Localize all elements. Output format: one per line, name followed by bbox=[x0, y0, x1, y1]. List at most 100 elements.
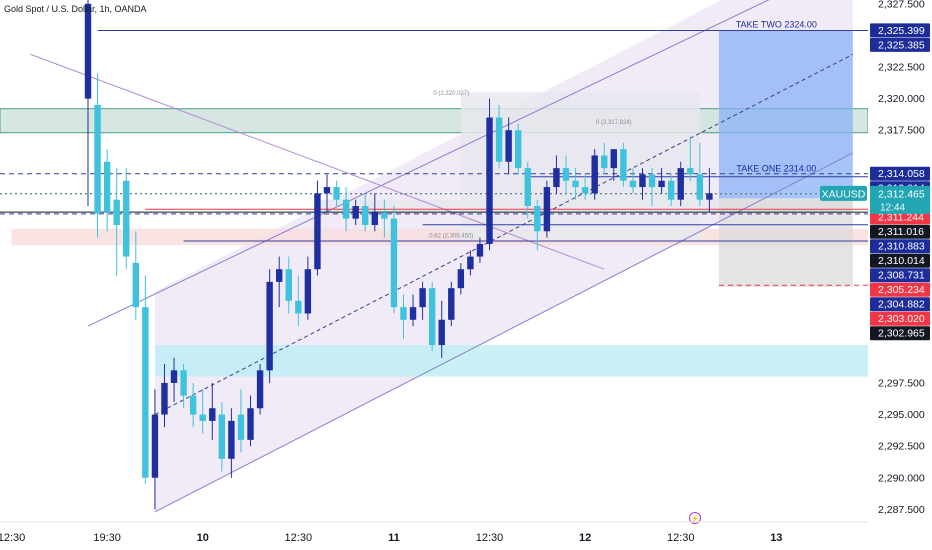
candle-body-59 bbox=[648, 174, 656, 188]
price-tag-text-11: 2,304.882 bbox=[878, 299, 925, 311]
candle-body-19 bbox=[266, 281, 273, 371]
channel-upper-line bbox=[87, 0, 770, 327]
candle-body-65 bbox=[706, 193, 713, 200]
candle-body-15 bbox=[228, 420, 235, 459]
candle-body-43 bbox=[495, 117, 503, 162]
candle-body-53 bbox=[591, 155, 598, 194]
symbol-tag bbox=[820, 185, 867, 201]
candle-body-7 bbox=[151, 414, 159, 478]
candle-body-5 bbox=[132, 262, 139, 308]
chart-title: Gold Spot / U.S. Dollar, 1h, OANDA bbox=[4, 4, 147, 14]
candle-body-26 bbox=[333, 187, 340, 200]
price-tag-text-7: 2,310.883 bbox=[878, 241, 925, 253]
price-tag-1 bbox=[870, 37, 930, 52]
candle-body-64 bbox=[696, 174, 704, 200]
price-tag-8 bbox=[870, 253, 930, 268]
price-tag-9 bbox=[870, 268, 930, 283]
candle-body-36 bbox=[428, 288, 436, 346]
y-tick-label-2: 2,292.500 bbox=[878, 441, 925, 453]
channel-lower-line bbox=[154, 152, 854, 513]
price-tag-text-2: 2,314.058 bbox=[878, 168, 925, 180]
candle-body-4 bbox=[123, 180, 130, 257]
candle-body-13 bbox=[209, 408, 216, 421]
candle-body-58 bbox=[639, 174, 646, 188]
candle-body-49 bbox=[553, 168, 560, 188]
descending-trendline bbox=[30, 53, 605, 270]
candle-body-16 bbox=[237, 414, 245, 440]
price-tag-text-6: 2,311.016 bbox=[878, 226, 924, 238]
candle-body-8 bbox=[161, 382, 168, 415]
price-tag-10 bbox=[870, 282, 930, 297]
candle-body-28 bbox=[352, 206, 359, 219]
candle-body-57 bbox=[629, 180, 637, 188]
candle-body-6 bbox=[142, 307, 149, 478]
candle-body-31 bbox=[381, 212, 388, 219]
x-tick-label-5: 12:30 bbox=[476, 532, 504, 544]
price-tag-0 bbox=[870, 23, 930, 38]
target-zone bbox=[718, 30, 853, 199]
candle-body-52 bbox=[581, 187, 589, 194]
y-tick-label-1: 2,290.000 bbox=[878, 472, 925, 484]
symbol-tag-text: XAUUSD bbox=[822, 188, 866, 200]
candle-body-47 bbox=[534, 206, 541, 232]
fib-label-1: 0 (2,317.824) bbox=[596, 120, 632, 126]
price-tag-6 bbox=[870, 224, 930, 239]
last-price-text: 2,312.465 bbox=[878, 188, 925, 200]
lightning-glyph: ⚡ bbox=[691, 514, 700, 523]
candle-body-54 bbox=[601, 155, 608, 169]
candle-body-23 bbox=[304, 269, 312, 314]
candle-body-3 bbox=[113, 199, 120, 225]
candle-body-21 bbox=[285, 269, 292, 301]
y-tick-label-7: 2,322.500 bbox=[878, 61, 925, 73]
candle-body-35 bbox=[419, 288, 426, 308]
candle-body-17 bbox=[247, 408, 254, 440]
candle-body-56 bbox=[620, 149, 627, 181]
x-tick-label-7: 12:30 bbox=[667, 532, 695, 544]
candle-body-14 bbox=[218, 414, 226, 459]
candle-body-27 bbox=[342, 199, 350, 219]
candle-body-24 bbox=[314, 193, 321, 270]
last-price-tag bbox=[870, 185, 930, 214]
price-tag-7 bbox=[870, 239, 930, 254]
candle-body-45 bbox=[515, 130, 522, 169]
fib-box bbox=[460, 92, 700, 241]
candle-body-22 bbox=[295, 300, 302, 314]
candle-body-2 bbox=[103, 161, 111, 213]
candle-body-44 bbox=[505, 130, 512, 162]
candle-body-46 bbox=[524, 168, 531, 207]
candle-body-62 bbox=[677, 168, 684, 200]
candle-body-18 bbox=[256, 370, 264, 409]
price-tag-text-10: 2,305.234 bbox=[878, 284, 925, 296]
y-tick-label-4: 2,297.500 bbox=[878, 377, 925, 389]
x-tick-label-0: 12:30 bbox=[0, 532, 25, 544]
candle-body-37 bbox=[438, 319, 445, 346]
price-tag-text-8: 2,310.014 bbox=[878, 255, 925, 267]
price-tag-2 bbox=[870, 166, 930, 181]
candle-body-30 bbox=[371, 212, 378, 225]
candle-body-61 bbox=[667, 180, 675, 200]
candle-body-39 bbox=[457, 269, 465, 289]
price-tag-text-5: 2,311.244 bbox=[878, 212, 924, 224]
price-tag-text-0: 2,325.399 bbox=[878, 25, 925, 37]
price-tag-12 bbox=[870, 311, 930, 326]
price-tag-text-9: 2,308.731 bbox=[878, 270, 925, 282]
x-tick-label-8: 13 bbox=[770, 532, 782, 544]
price-tag-13 bbox=[870, 326, 930, 341]
candle-body-41 bbox=[476, 243, 484, 257]
candle-body-33 bbox=[400, 307, 407, 320]
price-tag-text-1: 2,325.385 bbox=[878, 39, 925, 51]
candle-body-0 bbox=[84, 3, 92, 99]
support-zone bbox=[154, 345, 869, 377]
candle-body-55 bbox=[610, 149, 617, 169]
channel-mid-line bbox=[154, 53, 854, 416]
candle-body-51 bbox=[572, 180, 579, 188]
candle-body-20 bbox=[276, 269, 283, 282]
candle-body-40 bbox=[467, 256, 474, 270]
lightning-icon bbox=[689, 512, 701, 524]
y-tick-label-0: 2,287.500 bbox=[878, 504, 925, 516]
candle-body-50 bbox=[562, 168, 570, 181]
price-tag-text-12: 2,303.020 bbox=[878, 313, 925, 325]
take-profit-label-1: TAKE ONE 2314.00 bbox=[736, 164, 816, 174]
